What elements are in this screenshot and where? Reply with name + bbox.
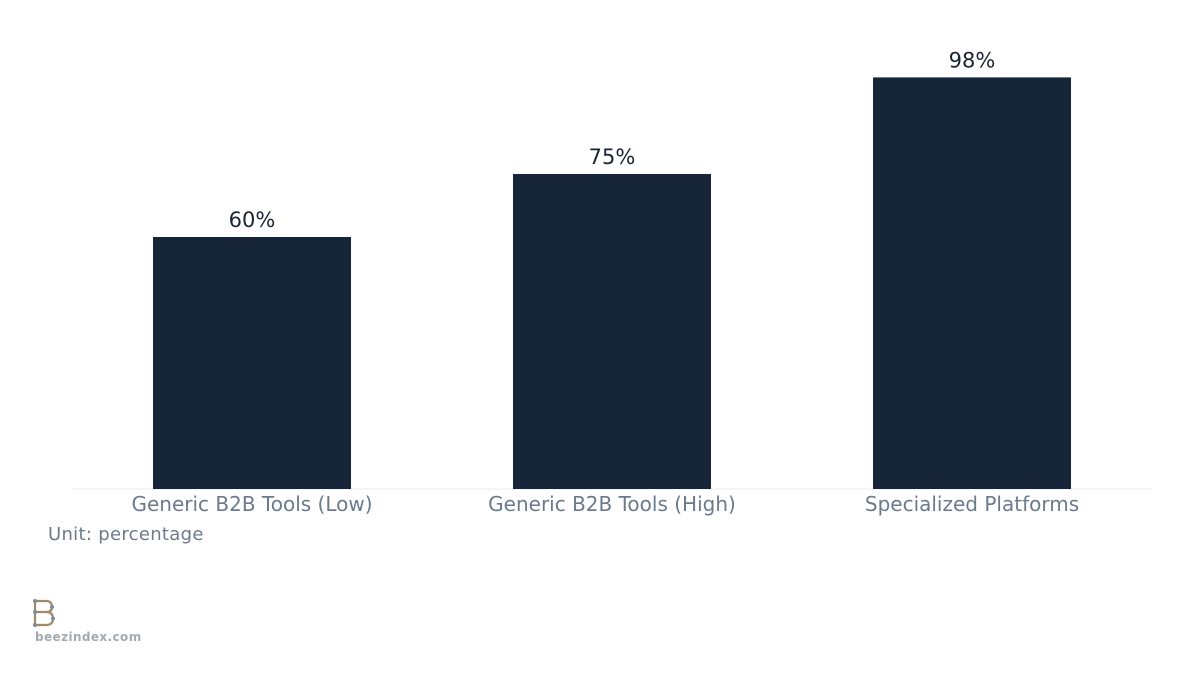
bar-value-label: 75% [589,145,636,169]
beezindex-b-logo-icon [33,599,55,627]
bar [873,77,1071,490]
bar [513,174,711,489]
bar-value-label: 98% [949,48,996,72]
bar-value-label: 60% [229,208,276,232]
brand-logo: beezindex.com [30,598,170,648]
x-tick-label: Generic B2B Tools (High) [488,492,736,516]
brand-name: beezindex.com [35,630,142,644]
bar-chart: 60% Generic B2B Tools (Low) 75% Generic B2B… [72,48,1152,516]
x-tick-label: Specialized Platforms [865,492,1079,516]
x-tick-label: Generic B2B Tools (Low) [131,492,372,516]
unit-label: Unit: percentage [48,524,204,545]
bar [153,237,351,489]
